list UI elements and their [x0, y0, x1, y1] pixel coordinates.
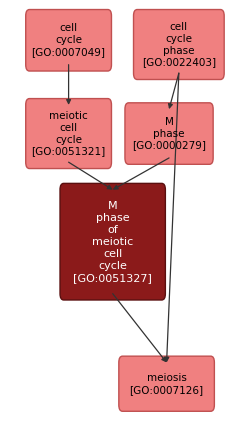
- FancyBboxPatch shape: [26, 99, 111, 168]
- FancyBboxPatch shape: [119, 356, 214, 411]
- FancyBboxPatch shape: [60, 183, 165, 300]
- FancyBboxPatch shape: [26, 9, 111, 71]
- FancyBboxPatch shape: [134, 9, 224, 80]
- Text: cell
cycle
phase
[GO:0022403]: cell cycle phase [GO:0022403]: [142, 22, 216, 67]
- Text: cell
cycle
[GO:0007049]: cell cycle [GO:0007049]: [32, 23, 106, 57]
- FancyBboxPatch shape: [125, 103, 213, 164]
- Text: M
phase
of
meiotic
cell
cycle
[GO:0051327]: M phase of meiotic cell cycle [GO:005132…: [73, 201, 152, 283]
- Text: M
phase
[GO:0000279]: M phase [GO:0000279]: [132, 117, 206, 151]
- Text: meiotic
cell
cycle
[GO:0051321]: meiotic cell cycle [GO:0051321]: [31, 111, 106, 156]
- Text: meiosis
[GO:0007126]: meiosis [GO:0007126]: [130, 373, 204, 395]
